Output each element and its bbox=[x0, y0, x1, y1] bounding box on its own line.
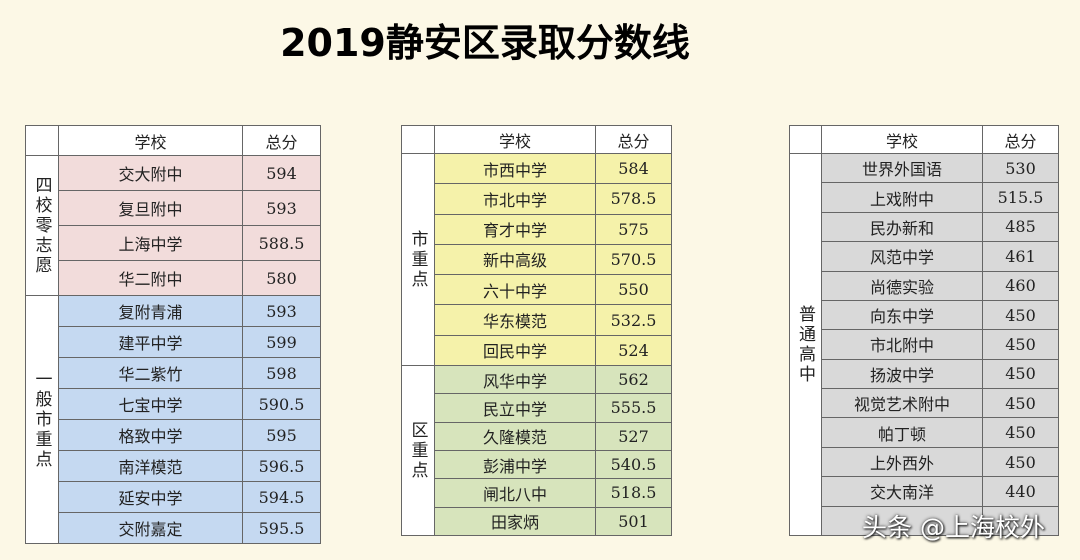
score-cell: 450 bbox=[982, 358, 1059, 390]
school-cell: 风范中学 bbox=[821, 241, 983, 272]
school-cell: 交大附中 bbox=[58, 155, 243, 191]
school-cell: 向东中学 bbox=[821, 299, 983, 331]
score-cell: 580 bbox=[242, 260, 321, 296]
score-cell: 595.5 bbox=[242, 512, 321, 544]
school-cell: 市北附中 bbox=[821, 329, 983, 360]
score-cell: 540.5 bbox=[595, 450, 672, 480]
school-cell: 育才中学 bbox=[434, 213, 596, 245]
school-cell: 尚德实验 bbox=[821, 270, 983, 301]
score-cell: 515.5 bbox=[982, 182, 1059, 213]
group-label: 一般市重点 bbox=[25, 295, 59, 544]
group-label: 四校零志愿 bbox=[25, 155, 59, 296]
score-cell: 530 bbox=[982, 153, 1059, 184]
score-cell: 594.5 bbox=[242, 481, 321, 513]
score-cell: 450 bbox=[982, 299, 1059, 331]
score-cell: 527 bbox=[595, 421, 672, 451]
score-cell: 532.5 bbox=[595, 304, 672, 336]
school-cell: 华二紫竹 bbox=[58, 357, 243, 389]
score-cell: 578.5 bbox=[595, 183, 672, 215]
school-cell: 彭浦中学 bbox=[434, 450, 596, 480]
score-cell: 461 bbox=[982, 241, 1059, 272]
school-cell: 世界外国语 bbox=[821, 153, 983, 184]
school-cell: 华东模范 bbox=[434, 304, 596, 336]
school-cell: 南洋模范 bbox=[58, 450, 243, 482]
school-cell: 复旦附中 bbox=[58, 190, 243, 226]
score-cell: 450 bbox=[982, 446, 1059, 478]
title: 2019静安区录取分数线 bbox=[280, 21, 690, 65]
score-cell: 588.5 bbox=[242, 225, 321, 261]
score-cell: 450 bbox=[982, 388, 1059, 419]
score-cell: 460 bbox=[982, 270, 1059, 301]
school-cell: 民办新和 bbox=[821, 211, 983, 243]
score-cell: 555.5 bbox=[595, 393, 672, 423]
header-blank bbox=[25, 125, 59, 156]
score-cell: 596.5 bbox=[242, 450, 321, 482]
score-cell: 575 bbox=[595, 213, 672, 245]
header-blank bbox=[401, 125, 435, 154]
score-cell: 501 bbox=[595, 506, 672, 536]
school-cell: 新中高级 bbox=[434, 243, 596, 276]
score-cell: 440 bbox=[982, 476, 1059, 507]
score-cell bbox=[982, 505, 1059, 536]
group-label: 普通高中 bbox=[789, 153, 822, 536]
school-cell bbox=[821, 505, 983, 536]
score-cell: 450 bbox=[982, 329, 1059, 360]
score-cell: 450 bbox=[982, 417, 1059, 448]
score-cell: 599 bbox=[242, 326, 321, 358]
watermark: 头条 @上海校外 bbox=[862, 513, 1045, 542]
school-cell: 华二附中 bbox=[58, 260, 243, 296]
school-cell: 民立中学 bbox=[434, 393, 596, 423]
school-cell: 久隆模范 bbox=[434, 421, 596, 451]
school-cell: 上外西外 bbox=[821, 446, 983, 478]
header-cell: 学校 bbox=[821, 125, 983, 154]
school-cell: 视觉艺术附中 bbox=[821, 388, 983, 419]
score-cell: 593 bbox=[242, 295, 321, 327]
school-cell: 风华中学 bbox=[434, 365, 596, 395]
score-cell: 485 bbox=[982, 211, 1059, 243]
school-cell: 田家炳 bbox=[434, 506, 596, 536]
school-cell: 回民中学 bbox=[434, 334, 596, 366]
school-cell: 市西中学 bbox=[434, 153, 596, 185]
group-label: 市重点 bbox=[401, 153, 435, 366]
school-cell: 扬波中学 bbox=[821, 358, 983, 390]
score-cell: 593 bbox=[242, 190, 321, 226]
header-cell: 学校 bbox=[58, 125, 243, 156]
school-cell: 七宝中学 bbox=[58, 388, 243, 420]
score-cell: 550 bbox=[595, 274, 672, 306]
school-cell: 上海中学 bbox=[58, 225, 243, 261]
score-cell: 518.5 bbox=[595, 478, 672, 508]
score-cell: 584 bbox=[595, 153, 672, 185]
header-cell: 学校 bbox=[434, 125, 596, 154]
score-cell: 562 bbox=[595, 365, 672, 395]
school-cell: 上戏附中 bbox=[821, 182, 983, 213]
group-label: 区重点 bbox=[401, 365, 435, 536]
school-cell: 帕丁顿 bbox=[821, 417, 983, 448]
school-cell: 交附嘉定 bbox=[58, 512, 243, 544]
header-cell: 总分 bbox=[242, 125, 321, 156]
score-cell: 598 bbox=[242, 357, 321, 389]
school-cell: 建平中学 bbox=[58, 326, 243, 358]
school-cell: 六十中学 bbox=[434, 274, 596, 306]
score-cell: 590.5 bbox=[242, 388, 321, 420]
header-cell: 总分 bbox=[595, 125, 672, 154]
header-cell: 总分 bbox=[982, 125, 1059, 154]
school-cell: 闸北八中 bbox=[434, 478, 596, 508]
score-cell: 594 bbox=[242, 155, 321, 191]
header-blank bbox=[789, 125, 822, 154]
school-cell: 格致中学 bbox=[58, 419, 243, 451]
score-cell: 595 bbox=[242, 419, 321, 451]
school-cell: 市北中学 bbox=[434, 183, 596, 215]
score-cell: 524 bbox=[595, 334, 672, 366]
school-cell: 延安中学 bbox=[58, 481, 243, 513]
school-cell: 交大南洋 bbox=[821, 476, 983, 507]
score-cell: 570.5 bbox=[595, 243, 672, 276]
school-cell: 复附青浦 bbox=[58, 295, 243, 327]
